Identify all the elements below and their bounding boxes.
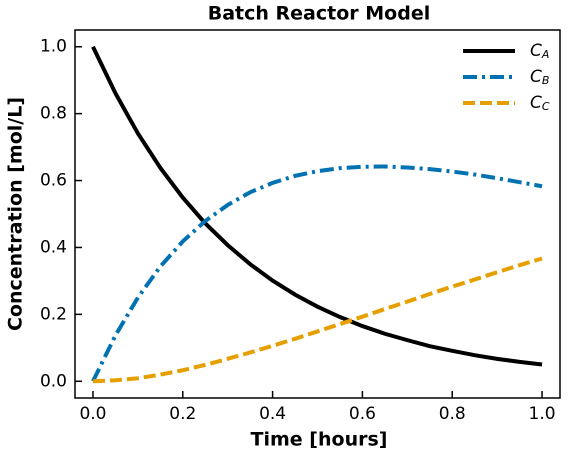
chart-title: Batch Reactor Model bbox=[208, 3, 430, 25]
x-tick-label: 0.4 bbox=[259, 404, 286, 424]
x-tick-label: 0.0 bbox=[79, 404, 106, 424]
line-series bbox=[91, 164, 543, 383]
x-axis-label: Time [hours] bbox=[251, 429, 388, 451]
line-series bbox=[91, 45, 543, 367]
plot-frame bbox=[74, 29, 561, 399]
legend-label: CC bbox=[530, 93, 550, 113]
y-tick-label: 0.0 bbox=[40, 371, 67, 391]
y-tick-label: 0.2 bbox=[40, 304, 67, 324]
legend-label: CA bbox=[530, 41, 549, 61]
y-tick-label: 0.8 bbox=[40, 104, 67, 124]
y-tick-label: 1.0 bbox=[40, 37, 67, 57]
x-tick-label: 0.8 bbox=[439, 404, 466, 424]
y-axis-label: Concentration [mol/L] bbox=[5, 97, 27, 331]
y-tick-label: 0.6 bbox=[40, 171, 67, 191]
legend-label: CB bbox=[530, 67, 549, 87]
y-tick-label: 0.4 bbox=[40, 237, 67, 257]
line-series bbox=[92, 256, 543, 384]
x-tick-label: 0.2 bbox=[169, 404, 196, 424]
x-tick-label: 1.0 bbox=[529, 404, 556, 424]
x-tick-label: 0.6 bbox=[349, 404, 376, 424]
